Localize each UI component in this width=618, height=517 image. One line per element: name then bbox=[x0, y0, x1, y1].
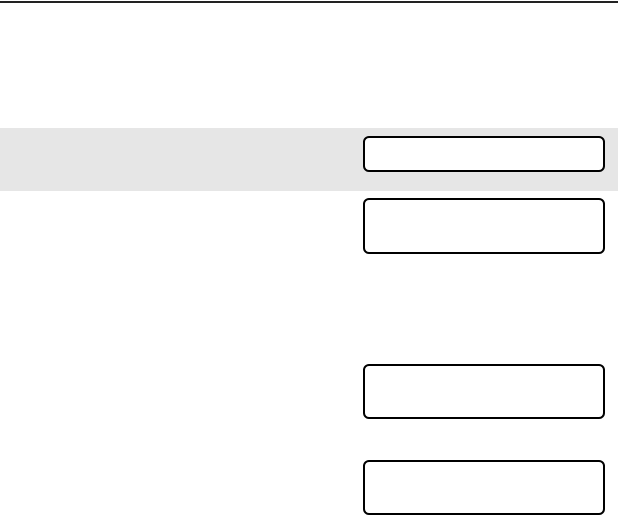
text-field[interactable] bbox=[363, 136, 605, 172]
text-area[interactable] bbox=[363, 460, 605, 515]
text-area[interactable] bbox=[363, 198, 605, 254]
top-rule bbox=[0, 1, 618, 3]
text-area[interactable] bbox=[363, 364, 605, 419]
